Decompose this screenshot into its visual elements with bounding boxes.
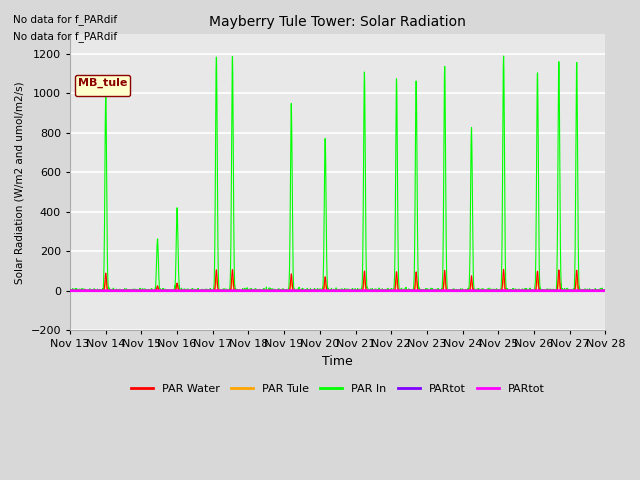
Legend: PAR Water, PAR Tule, PAR In, PARtot, PARtot: PAR Water, PAR Tule, PAR In, PARtot, PAR…	[126, 380, 549, 398]
Title: Mayberry Tule Tower: Solar Radiation: Mayberry Tule Tower: Solar Radiation	[209, 15, 466, 29]
Text: No data for f_PARdif: No data for f_PARdif	[13, 14, 117, 25]
Text: No data for f_PARdif: No data for f_PARdif	[13, 31, 117, 42]
Y-axis label: Solar Radiation (W/m2 and umol/m2/s): Solar Radiation (W/m2 and umol/m2/s)	[15, 81, 25, 284]
X-axis label: Time: Time	[323, 355, 353, 368]
